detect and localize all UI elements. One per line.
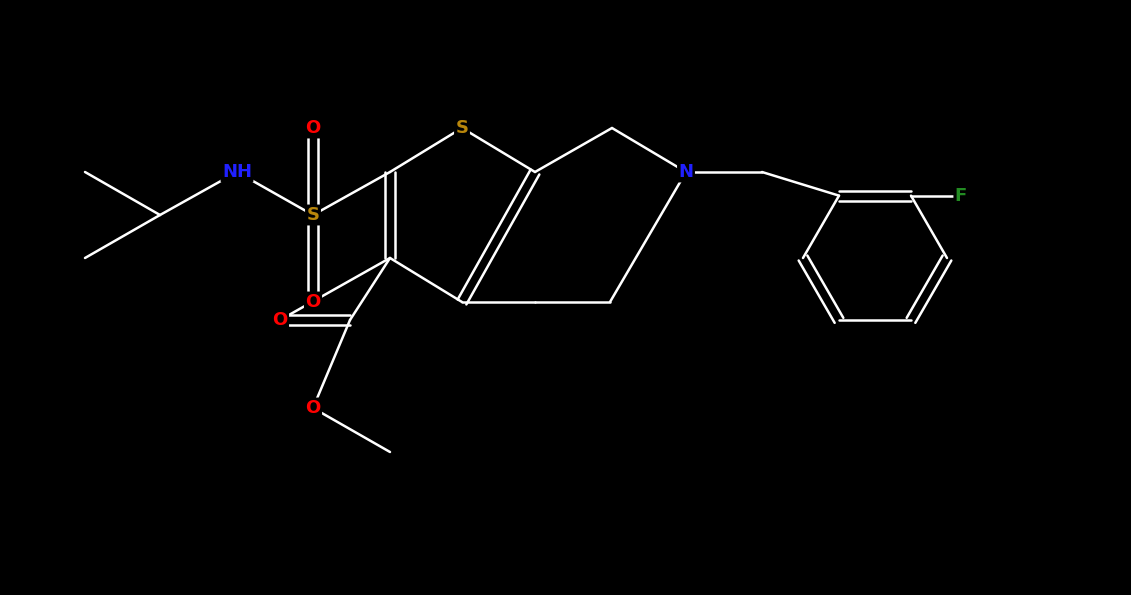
Text: S: S [307, 206, 319, 224]
Text: N: N [679, 163, 693, 181]
Text: O: O [305, 119, 320, 137]
Text: F: F [955, 187, 967, 205]
Text: NH: NH [222, 163, 252, 181]
Text: O: O [273, 311, 287, 329]
Text: O: O [305, 293, 320, 311]
Text: O: O [305, 399, 320, 417]
Text: S: S [456, 119, 468, 137]
